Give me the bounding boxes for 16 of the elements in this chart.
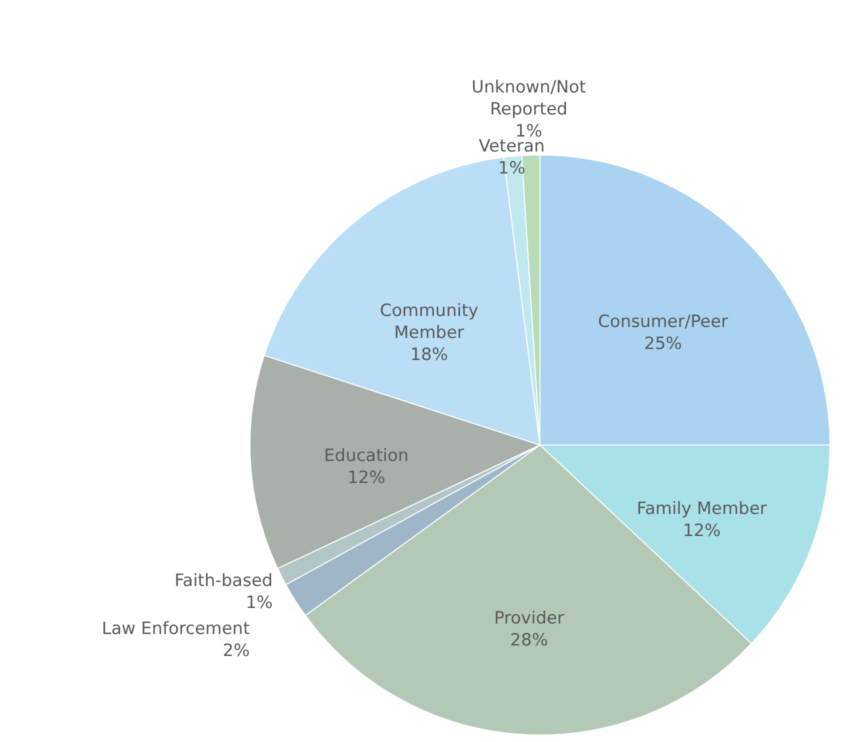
slice-label: Provider: [494, 608, 564, 629]
data-label: 12%: [682, 521, 721, 542]
data-label: 1%: [498, 158, 526, 178]
slice-label: Law Enforcement: [102, 619, 250, 640]
slice-label: Community Member: [380, 300, 478, 343]
data-label: 25%: [644, 334, 682, 354]
slice-label: Consumer/Peer: [598, 312, 728, 332]
data-label: 18%: [410, 344, 448, 365]
data-label: 28%: [510, 630, 548, 651]
slice-label: Faith-based: [174, 571, 273, 592]
slice-label: Unknown/Not Reported: [472, 77, 586, 120]
slice-label: Family Member: [636, 499, 767, 520]
data-label: 12%: [347, 468, 386, 488]
slice-label: Education: [324, 446, 409, 466]
data-label: 2%: [222, 641, 250, 662]
data-label: 1%: [246, 593, 273, 614]
